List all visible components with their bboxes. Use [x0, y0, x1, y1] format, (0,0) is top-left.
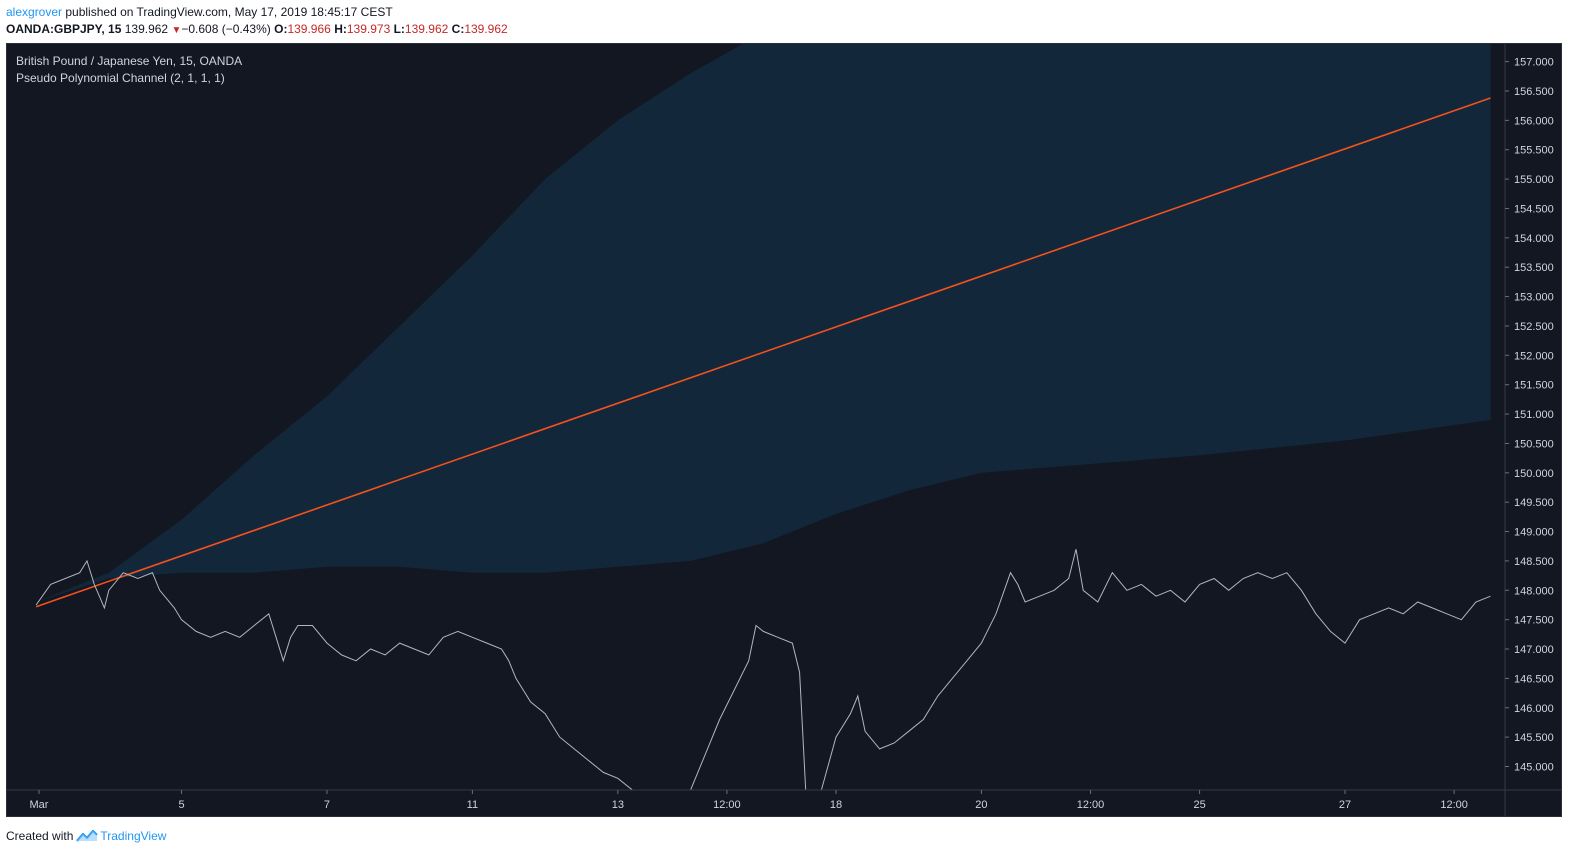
y-tick-label: 150.500	[1514, 438, 1554, 450]
close-value: 139.962	[464, 22, 508, 36]
y-tick-label: 146.500	[1514, 673, 1554, 685]
close-label: C:	[451, 22, 465, 36]
y-tick-label: 146.000	[1514, 703, 1554, 715]
y-tick-label: 153.000	[1514, 292, 1554, 304]
y-tick-label: 147.000	[1514, 644, 1554, 656]
author-link[interactable]: alexgrover	[6, 5, 63, 19]
x-tick-label: 7	[324, 799, 330, 811]
y-tick-label: 154.000	[1514, 233, 1554, 245]
open-value: 139.966	[287, 22, 331, 36]
high-value: 139.973	[346, 22, 391, 36]
x-tick-label: 20	[975, 799, 987, 811]
y-tick-label: 156.000	[1514, 115, 1554, 127]
channel-midline	[35, 97, 1491, 608]
x-tick-label: 5	[178, 799, 184, 811]
price-chart[interactable]: 157.000 156.500 156.000 155.500 155.000 154.5…	[7, 44, 1561, 816]
x-tick-label: 12:00	[713, 799, 741, 811]
y-tick-label: 152.500	[1514, 321, 1554, 333]
created-with-label: Created with	[6, 829, 74, 843]
y-tick-label: 151.500	[1514, 380, 1554, 392]
low-label: L:	[393, 22, 405, 36]
y-tick-label: 151.000	[1514, 409, 1554, 421]
x-tick-label: 12:00	[1077, 799, 1105, 811]
y-tick-label: 153.500	[1514, 262, 1554, 274]
y-tick-label: 157.000	[1514, 57, 1554, 69]
published-text: published on TradingView.com, May 17, 20…	[62, 5, 393, 19]
down-triangle-icon: ▼	[171, 25, 182, 36]
footer: Created with TradingView	[6, 829, 166, 843]
y-tick-label: 147.500	[1514, 615, 1554, 627]
tradingview-logo-icon	[76, 829, 99, 842]
price-line	[35, 549, 1491, 790]
y-tick-label: 155.500	[1514, 145, 1554, 157]
y-tick-label: 145.000	[1514, 762, 1554, 774]
open-label: O:	[274, 22, 288, 36]
chart-legend-title: British Pound / Japanese Yen, 15, OANDA	[16, 54, 243, 68]
y-tick-label: 149.500	[1514, 497, 1554, 509]
y-tick-label: 156.500	[1514, 86, 1554, 98]
y-tick-label: 154.500	[1514, 203, 1554, 215]
x-tick-label: 25	[1193, 799, 1205, 811]
publish-info: alexgrover published on TradingView.com,…	[6, 5, 393, 19]
high-label: H:	[334, 22, 347, 36]
last-price: 139.962	[124, 22, 169, 36]
y-tick-label: 149.000	[1514, 527, 1554, 539]
tradingview-brand-link[interactable]: TradingView	[76, 829, 166, 843]
tradingview-brand-text: TradingView	[100, 829, 167, 843]
y-tick-label: 150.000	[1514, 468, 1554, 480]
price-change: −0.608 (−0.43%)	[181, 22, 271, 36]
y-tick-label: 148.000	[1514, 585, 1554, 597]
chart-panel[interactable]: 157.000 156.500 156.000 155.500 155.000 154.5…	[6, 43, 1562, 817]
channel-band	[36, 44, 1491, 602]
low-value: 139.962	[404, 22, 449, 36]
y-tick-label: 145.500	[1514, 732, 1554, 744]
y-tick-label: 152.000	[1514, 350, 1554, 362]
x-tick-label: 13	[612, 799, 624, 811]
x-tick-label: 27	[1339, 799, 1351, 811]
symbol-info-bar: OANDA:GBPJPY, 15 139.962 ▼−0.608 (−0.43%…	[6, 22, 508, 36]
x-tick-label: 12:00	[1440, 799, 1468, 811]
y-tick-label: 148.500	[1514, 556, 1554, 568]
symbol-label: OANDA:GBPJPY, 15	[6, 22, 122, 36]
indicator-legend: Pseudo Polynomial Channel (2, 1, 1, 1)	[16, 71, 225, 85]
x-tick-label: 11	[467, 799, 478, 811]
x-tick-label: 18	[830, 799, 842, 811]
y-tick-label: 155.000	[1514, 174, 1554, 186]
x-tick-label: Mar	[30, 799, 49, 811]
